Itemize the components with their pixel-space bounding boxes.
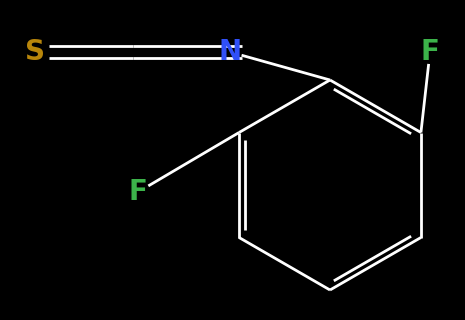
Text: F: F: [420, 38, 439, 66]
Text: S: S: [25, 38, 45, 66]
Text: F: F: [128, 178, 147, 206]
Text: N: N: [219, 38, 241, 66]
